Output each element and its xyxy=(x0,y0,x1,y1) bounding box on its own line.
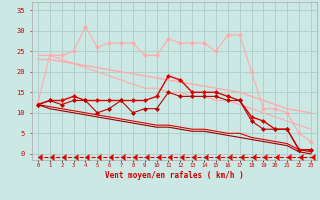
X-axis label: Vent moyen/en rafales ( km/h ): Vent moyen/en rafales ( km/h ) xyxy=(105,171,244,180)
